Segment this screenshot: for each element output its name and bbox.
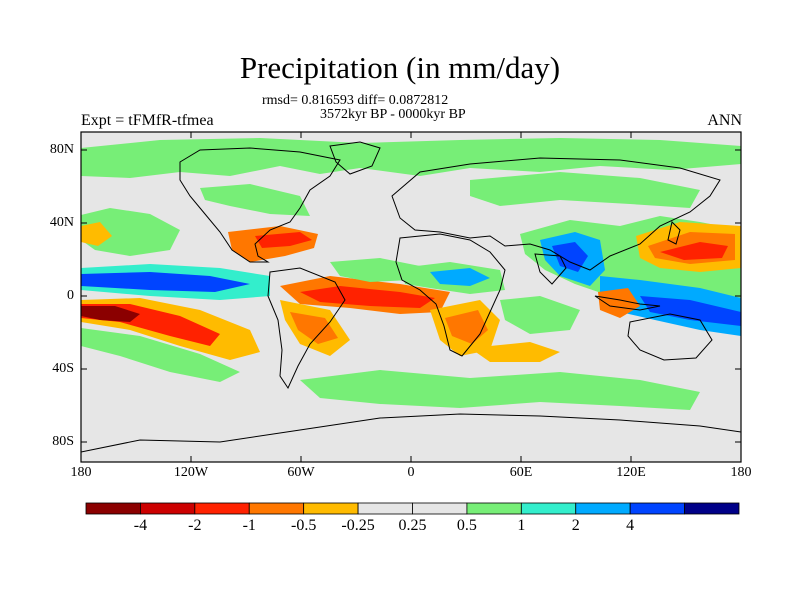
- experiment-label: Expt = tFMfR-tfmea: [81, 112, 214, 129]
- colorbar-tick-label: -0.25: [341, 517, 375, 534]
- lat-tick-80s: 80S: [52, 434, 74, 449]
- south-america-outline: [267, 267, 346, 390]
- siberia-wet-patch: [470, 172, 700, 208]
- caribbean-dry-core: [255, 232, 312, 248]
- period-line: 3572kyr BP - 0000kyr BP: [320, 107, 466, 122]
- lon-tick-120e: 120E: [616, 465, 646, 480]
- colorbar-swatch: [85, 502, 141, 515]
- colorbar-swatch: [684, 502, 740, 515]
- east-pacific-dry-core: [81, 306, 140, 322]
- colorbar-tick-label: -1: [242, 517, 256, 534]
- map-plot-area: [81, 132, 741, 462]
- south-pacific-wet: [81, 328, 240, 382]
- colorbar-tick-label: 0.25: [398, 517, 427, 534]
- colorbar-swatch: [466, 502, 522, 515]
- india-outline: [534, 253, 567, 285]
- colorbar-swatch: [357, 502, 413, 515]
- west-pacific-wet-core: [640, 296, 741, 326]
- antarctica-outline: [81, 413, 741, 453]
- africa-wet-core: [430, 268, 490, 286]
- colorbar-swatch: [629, 502, 685, 515]
- colorbar-tick-label: 4: [626, 517, 635, 534]
- lon-tick-180w: 180: [70, 465, 92, 480]
- north-america-outline: [179, 147, 341, 263]
- colorbar-tick-label: 1: [517, 517, 526, 534]
- colorbar-swatch: [575, 502, 631, 515]
- colorbar-tick-label: 0.5: [456, 517, 477, 534]
- lon-tick-180e: 180: [730, 465, 752, 480]
- colorbar-swatch: [520, 502, 577, 515]
- canada-wet-patch: [200, 184, 310, 216]
- japan-outline: [667, 221, 681, 245]
- season-label: ANN: [707, 112, 742, 129]
- pacific-dry-center: [660, 242, 728, 260]
- stats-line: rmsd= 0.816593 diff= 0.0872812: [262, 93, 449, 108]
- lon-tick-60e: 60E: [509, 465, 533, 480]
- colorbar-swatch: [248, 502, 305, 515]
- indonesia-outline: [594, 295, 661, 311]
- east-pacific-wet-core: [81, 272, 250, 292]
- south-america-dry-core: [290, 312, 338, 344]
- coastlines: [81, 141, 741, 453]
- maritime-dry: [598, 288, 640, 318]
- asia-wet-core: [552, 242, 588, 272]
- southern-africa-dry-core: [445, 310, 488, 344]
- colorbar-swatch: [194, 502, 250, 515]
- colorbar-tick-label: 2: [571, 517, 580, 534]
- atlantic-wet-patch: [330, 258, 420, 282]
- southern-ocean-wet: [300, 370, 700, 410]
- axis-ticks: [81, 132, 741, 462]
- lon-tick-120w: 120W: [173, 465, 209, 480]
- lat-tick-0: 0: [67, 288, 74, 303]
- colorbar-tick-label: -0.5: [290, 517, 317, 534]
- australia-outline: [627, 313, 713, 361]
- lat-tick-80n: 80N: [49, 142, 74, 157]
- colorbar-swatch: [303, 502, 359, 515]
- indian-ocean-wet: [500, 296, 580, 334]
- southern-atlantic-dry: [470, 342, 560, 362]
- greenland-outline: [329, 141, 381, 175]
- colorbar-tick-label: -2: [188, 517, 202, 534]
- colorbar-swatch: [412, 502, 468, 515]
- north-pacific-dry: [81, 222, 112, 246]
- atlantic-dry-core: [300, 286, 435, 308]
- colorbar-tick-label: -4: [133, 517, 148, 534]
- colorbar: [85, 502, 740, 515]
- lat-tick-40s: 40S: [52, 361, 74, 376]
- north-pacific-wet: [81, 208, 180, 256]
- colorbar-swatch: [140, 502, 196, 515]
- lon-tick-60w: 60W: [287, 465, 315, 480]
- map-title: Precipitation (in mm/day): [239, 50, 561, 85]
- africa-outline: [395, 233, 506, 357]
- lon-tick-0: 0: [407, 465, 415, 480]
- lat-tick-40n: 40N: [49, 215, 74, 230]
- europe-asia-outline: [391, 157, 721, 271]
